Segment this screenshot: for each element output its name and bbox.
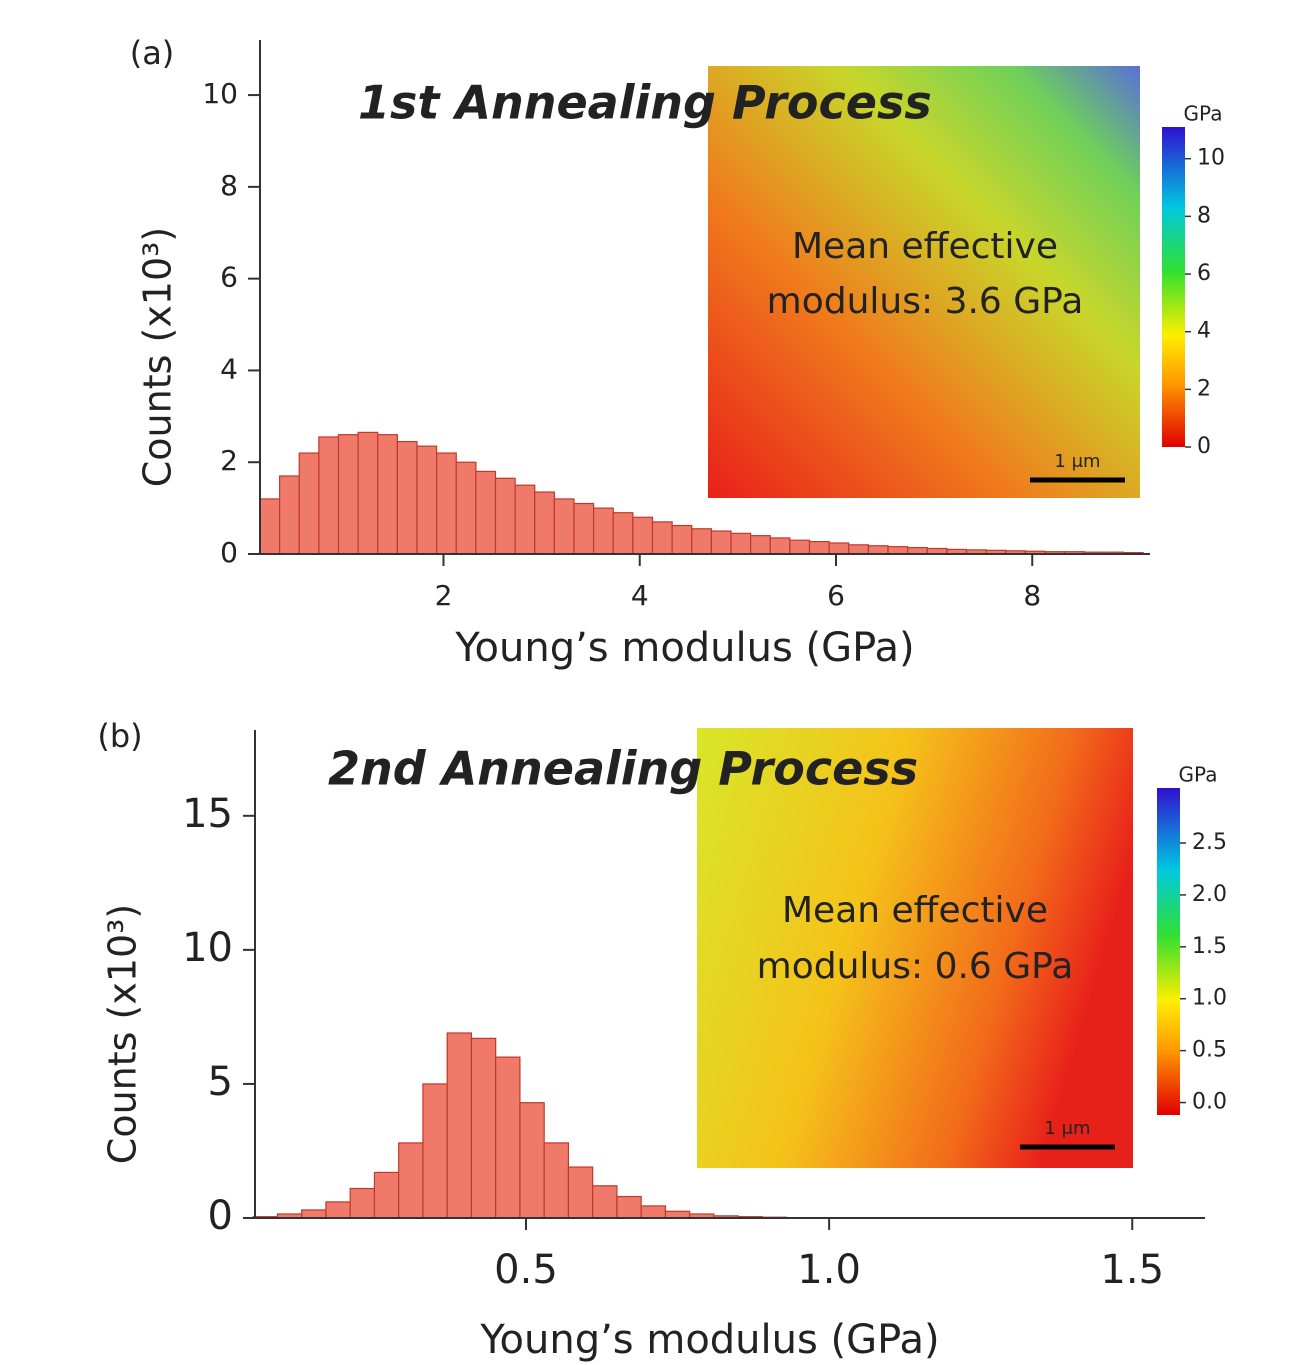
y-tick-label: 4 [220,352,238,385]
bar [422,1083,448,1219]
bar [377,434,398,555]
bar [373,1171,400,1219]
bar [710,530,732,555]
bar [848,544,869,555]
bar [543,1142,570,1219]
y-tick-label: 6 [220,261,238,294]
panel-title: 1st Annealing Process [358,76,932,130]
bar [259,498,281,555]
bar [298,452,320,555]
y-tick-label: 15 [182,791,233,837]
bar [640,1205,667,1219]
panel-title: 2nd Annealing Process [328,742,918,796]
y-tick-label: 10 [202,77,238,110]
y-axis-label: Counts (x10³) [101,904,145,1164]
x-tick-label: 1.5 [1100,1247,1164,1293]
bar [514,484,536,555]
bar [612,512,634,555]
y-tick-label: 10 [182,925,233,971]
bar [573,502,595,555]
scale-bar-label: 1 μm [1054,451,1100,472]
colorbar-tick-label: 0.5 [1192,1038,1227,1063]
inset-annotation: Mean effective [792,226,1058,267]
bar [730,532,752,555]
inset-annotation: modulus: 3.6 GPa [767,281,1084,322]
x-tick-label: 6 [827,579,845,612]
inset-map [708,66,1140,498]
colorbar-tick-label: 1.5 [1192,934,1227,959]
bar [828,542,850,555]
bar [446,1032,473,1219]
inset-annotation: modulus: 0.6 GPa [757,946,1074,987]
bar [632,516,654,555]
bar [691,528,712,555]
inset-annotation: Mean effective [782,890,1048,931]
bar [475,470,497,555]
panel-label: (b) [97,717,142,755]
colorbar-label: GPa [1184,102,1223,126]
bar [671,524,693,555]
bar [455,461,477,555]
colorbar-tick-label: 0 [1197,434,1211,459]
x-tick-label: 0.5 [494,1247,558,1293]
x-tick-label: 8 [1023,579,1041,612]
colorbar-tick-label: 10 [1197,146,1225,171]
colorbar-tick-label: 1.0 [1192,986,1227,1011]
colorbar-tick-label: 8 [1197,203,1211,228]
bar [593,507,614,555]
bar [436,452,457,555]
y-axis-label: Counts (x10³) [136,227,180,487]
bar [789,539,811,555]
x-tick-label: 4 [631,579,649,612]
bar [769,537,791,555]
colorbar-tick-label: 2.5 [1192,830,1227,855]
x-axis-label: Young’s modulus (GPa) [479,1317,939,1363]
colorbar-tick-label: 6 [1197,261,1211,286]
colorbar-tick-label: 4 [1197,319,1211,344]
bar [470,1037,497,1219]
colorbar [1162,127,1185,447]
bar [301,1209,327,1219]
y-tick-label: 0 [208,1193,233,1239]
bar [494,477,516,555]
colorbar [1157,788,1180,1115]
colorbar-tick-label: 2.0 [1192,882,1227,907]
y-tick-label: 0 [220,536,238,569]
bar [664,1210,691,1219]
bar [318,436,340,555]
bar [808,541,830,555]
bar [279,475,300,555]
bar [337,434,359,555]
bar [553,498,575,555]
bar [349,1187,376,1219]
colorbar-tick-label: 0.0 [1192,1090,1227,1115]
bar [567,1166,594,1219]
bar [396,440,418,555]
colorbar-tick-label: 2 [1197,376,1211,401]
scale-bar-label: 1 μm [1044,1118,1090,1139]
bar [357,431,379,555]
bar [416,445,438,555]
x-tick-label: 2 [435,579,453,612]
bar [495,1056,521,1219]
bar [750,535,771,555]
bar [534,491,555,555]
bar [616,1195,642,1219]
y-tick-label: 8 [220,169,238,202]
bar [887,546,909,555]
panel-label: (a) [130,34,175,72]
bar [592,1185,618,1219]
bar [519,1102,545,1219]
bar [867,545,889,555]
y-tick-label: 5 [208,1059,233,1105]
inset-map [697,728,1133,1168]
x-axis-label: Young’s modulus (GPa) [454,625,914,671]
bar [398,1142,424,1219]
y-tick-label: 2 [220,444,238,477]
colorbar-label: GPa [1179,763,1218,787]
bar [325,1201,351,1219]
bar [651,521,673,555]
x-tick-label: 1.0 [797,1247,861,1293]
